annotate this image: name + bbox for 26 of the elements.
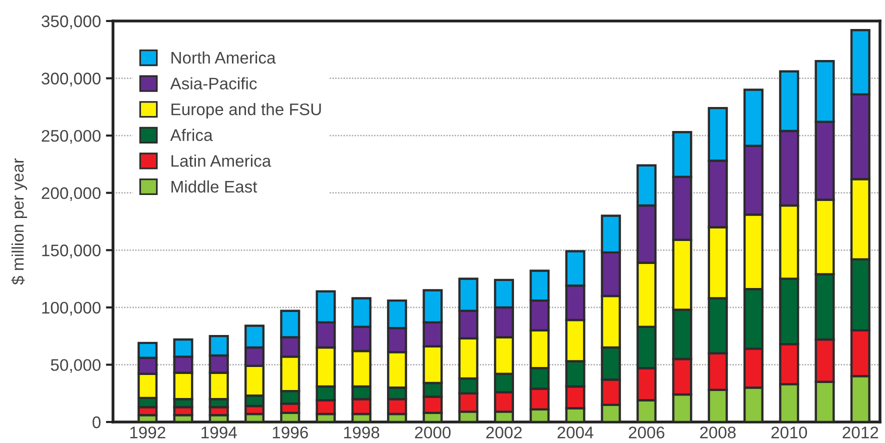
legend-label: Latin America bbox=[172, 154, 272, 167]
y-tick-label: 150,000 bbox=[42, 244, 101, 258]
y-tick-label: 50,000 bbox=[50, 359, 101, 373]
y-tick-label: 350,000 bbox=[42, 15, 101, 30]
x-tick-label: 1998 bbox=[344, 426, 380, 438]
y-tick-label: 250,000 bbox=[42, 130, 101, 144]
x-tick-label: 1996 bbox=[272, 426, 308, 438]
x-tick-label: 2004 bbox=[558, 426, 594, 438]
legend-label: North America bbox=[172, 51, 276, 64]
legend-label: Africa bbox=[170, 128, 213, 142]
x-tick-label: 2010 bbox=[771, 426, 808, 438]
y-tick-label: 200,000 bbox=[42, 187, 101, 202]
y-tick-label: 300,000 bbox=[42, 72, 101, 86]
legend-label: Europe and the FSU bbox=[172, 103, 321, 119]
y-tick-label: 100,000 bbox=[42, 302, 101, 316]
x-tick-label: 2008 bbox=[700, 426, 736, 438]
x-tick-label: 1994 bbox=[202, 426, 237, 438]
y-axis-title: $ million per year bbox=[11, 158, 28, 285]
legend-label: Asia-Pacific bbox=[170, 77, 257, 90]
y-tick-label: 0 bbox=[92, 416, 101, 428]
x-tick-label: 2002 bbox=[486, 426, 522, 438]
x-tick-label: 2012 bbox=[842, 426, 878, 438]
legend-label: Middle East bbox=[172, 180, 258, 193]
x-tick-label: 2000 bbox=[415, 426, 451, 438]
x-tick-label: 2006 bbox=[628, 426, 664, 438]
x-tick-label: 1992 bbox=[130, 426, 166, 438]
